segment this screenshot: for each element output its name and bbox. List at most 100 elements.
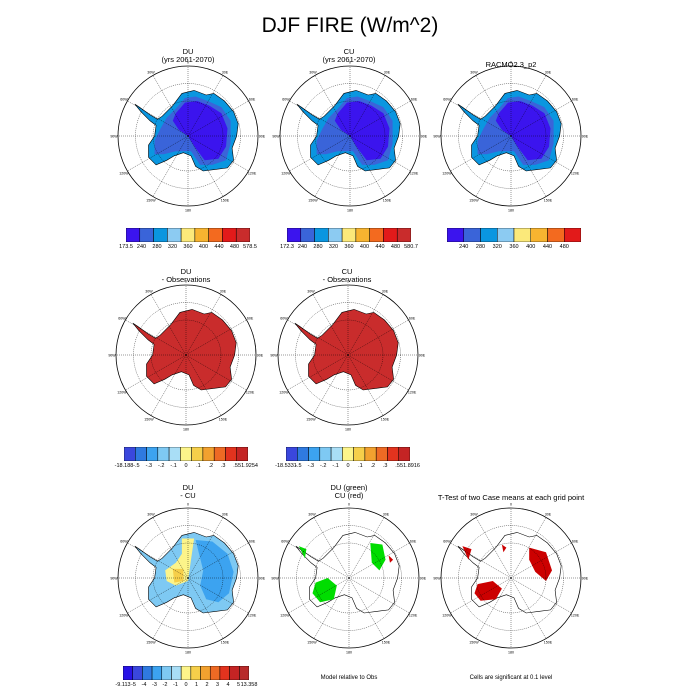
longitude-label: 60W [118,317,126,321]
latitude-circle [152,542,224,614]
longitude-label: 150E [381,418,390,422]
colorbar-box [287,228,302,242]
colorbar-box [229,666,240,680]
longitude-label: 90W [433,577,441,581]
longitude-label: 120E [408,391,417,395]
colorbar-box [364,447,377,461]
longitude-label: 120W [280,614,290,618]
longitude-label: 0 [510,61,512,65]
latitude-circle [135,525,241,631]
meridian-line [475,577,512,639]
map-boundary-circle [440,507,582,649]
longitude-label: 60W [281,540,289,544]
meridian-line [348,542,410,579]
longitude-label: 90E [421,135,428,139]
colorbar-box [171,666,182,680]
colorbar-tick-label: -.3 [307,463,315,469]
significant-region [474,581,502,601]
significant-region [462,546,472,560]
panel-title-cu-obs: CU - Observations [322,267,372,284]
colorbar-tick-label: 1 [194,682,199,688]
map-du-obs: 0 30E 60E 90E 120E 150E 180 150W 120W 90W 60W 30W [108,280,263,432]
colorbar-box [297,447,309,461]
colorbar-tick-label: .1 [196,463,201,469]
longitude-label: 60E [249,98,256,102]
longitude-label: 90W [108,354,116,358]
colorbar-box [396,228,411,242]
panel-title-cu: CU (yrs 2061-2070) [322,47,376,64]
plateau-fill [172,101,228,161]
plateau-fill [334,101,390,161]
longitude-label: 150W [306,418,316,422]
colorbar-box [308,447,321,461]
meridian-line [312,354,349,416]
colorbar-tick-label: 13.358 [240,682,258,688]
colorbar-du-cu [123,666,249,680]
longitude-label: 180 [183,428,189,432]
colorbar-box [369,228,384,242]
du-significant-region [298,546,307,559]
colorbar-racmo [447,228,581,242]
coastline [457,532,562,614]
map-ttest: 0 30E 60E 90E 120E 150E 180 150W 120W 90W 60W 30W [433,503,588,655]
latitude-circle [458,525,564,631]
colorbar-cu-labels: 172.3 240 280 320 360 400 440 480 580.7 [280,244,418,254]
longitude-label: 150E [382,641,391,645]
colorbar-box [398,447,410,461]
latitude-circle [150,319,222,391]
longitude-label: 90W [433,135,441,139]
colorbar-tick-label: 400 [359,244,370,250]
colorbar-box [300,228,315,242]
colorbar-du-cu-labels: -9.113 -5 -4 -3 -2 -1 0 1 2 3 4 5 13.358 [115,682,257,692]
colorbar-tick-label: .1 [358,463,363,469]
longitude-label: 30E [220,289,227,293]
colorbar-box [123,666,133,680]
meridian-line [450,135,512,172]
longitude-label: 180 [508,209,514,213]
latitude-circle [135,83,241,189]
colorbar-box [209,666,221,680]
colorbar-tick-label: 280 [313,244,323,250]
longitude-label: 90W [272,135,280,139]
latitude-circle [475,542,547,614]
colorbar-box [236,447,248,461]
colorbar-tick-label: .3 [220,463,226,469]
colorbar-box [235,228,250,242]
colorbar-box [167,228,182,242]
colorbar-box [180,447,192,461]
map-racmo: 0 30E 60E 90E 120E 150E 180 150W 120W 90W 60W 30W [433,61,588,213]
significant-region [501,544,507,553]
colorbar-tick-label: -5 [131,682,136,688]
meridian-line [187,100,249,137]
figure-title: DJF FIRE (W/m^2) [261,14,439,37]
longitude-label: 60E [409,317,416,321]
du-significant-region [370,543,386,571]
colorbar-box [168,447,181,461]
latitude-circle [313,542,385,614]
longitude-label: 30E [545,70,552,74]
longitude-label: 180 [346,651,352,655]
coastline [134,532,239,614]
longitude-label: 60W [280,317,288,321]
colorbar-tick-label: 480 [390,244,401,250]
colorbar-tick-label: -4 [141,682,147,688]
longitude-label: 60W [443,98,451,102]
longitude-label: 30W [470,512,478,516]
colorbar-tick-label: -2 [162,682,168,688]
meridian-line [288,577,350,614]
map-du-cu: 0 30E 60E 90E 120E 150E 180 150W 120W 90W 60W 30W [110,503,265,655]
colorbar-box [330,447,343,461]
longitude-label: 120E [409,614,418,618]
meridian-line [152,577,189,639]
longitude-label: 180 [185,651,191,655]
colorbar-tick-label: 51.8916 [400,463,420,469]
colorbar-box [194,228,209,242]
longitude-label: 180 [508,651,514,655]
colorbar-tick-label: 280 [475,244,486,250]
longitude-label: 60W [282,98,290,102]
longitude-label: 90W [271,577,279,581]
colorbar-box [202,447,215,461]
longitude-label: 30W [308,512,316,516]
colorbar-box [157,447,170,461]
colorbar-tick-label: -.1 [170,463,177,469]
